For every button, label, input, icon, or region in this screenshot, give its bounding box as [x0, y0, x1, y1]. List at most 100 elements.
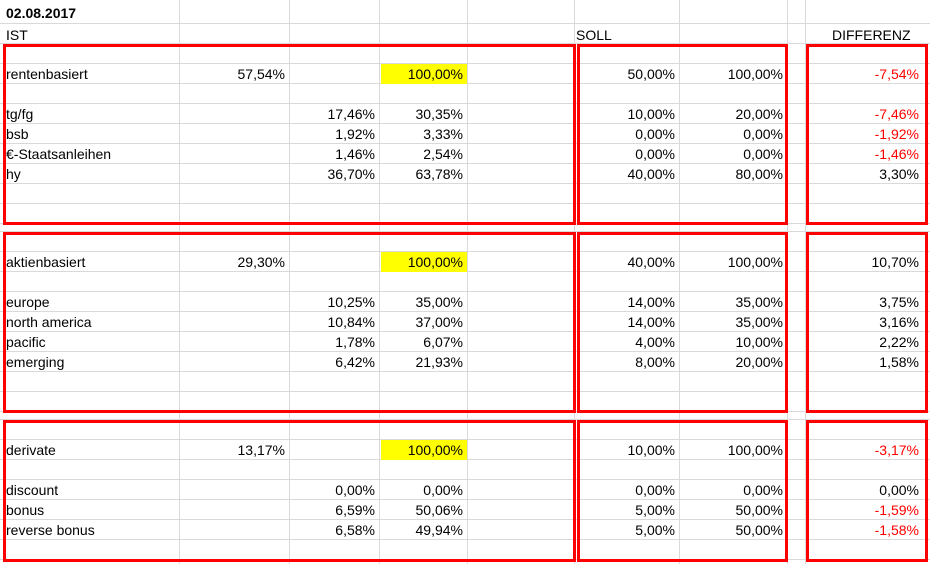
label-cell[interactable]: reverse bonus — [6, 522, 95, 538]
ist-value-cell[interactable]: 1,78% — [335, 334, 375, 350]
ist-value-cell[interactable]: 0,00% — [335, 482, 375, 498]
label-cell[interactable]: tg/fg — [6, 106, 34, 122]
ist-share-cell[interactable]: 6,07% — [423, 334, 463, 350]
diff-cell[interactable]: -1,59% — [874, 502, 919, 518]
gridline-horizontal — [0, 231, 930, 232]
header-row: IST SOLL DIFFERENZ — [0, 25, 930, 45]
ist-total-cell[interactable]: 57,54% — [237, 66, 285, 82]
header-ist[interactable]: IST — [6, 27, 28, 43]
soll-value-cell[interactable]: 8,00% — [635, 354, 675, 370]
diff-cell[interactable]: -1,58% — [874, 522, 919, 538]
ist-value-cell[interactable]: 6,42% — [335, 354, 375, 370]
diff-cell[interactable]: 3,75% — [879, 294, 919, 310]
diff-cell[interactable]: 2,22% — [879, 334, 919, 350]
soll-share-cell[interactable]: 20,00% — [735, 354, 783, 370]
ist-value-cell[interactable]: 17,46% — [327, 106, 375, 122]
ist-total-cell[interactable]: 29,30% — [237, 254, 285, 270]
row-hy: hy 36,70% 63,78% 40,00% 80,00% 3,30% — [0, 164, 930, 184]
soll-value-cell[interactable]: 4,00% — [635, 334, 675, 350]
soll-share-cell[interactable]: 35,00% — [735, 294, 783, 310]
ist-share-cell[interactable]: 21,93% — [415, 354, 463, 370]
date-cell[interactable]: 02.08.2017 — [6, 5, 77, 21]
label-cell[interactable]: hy — [6, 166, 21, 182]
label-cell[interactable]: pacific — [6, 334, 46, 350]
ist-share-cell[interactable]: 35,00% — [415, 294, 463, 310]
label-cell[interactable]: rentenbasiert — [6, 66, 88, 82]
ist-share-cell[interactable]: 63,78% — [415, 166, 463, 182]
row-tg-fg: tg/fg 17,46% 30,35% 10,00% 20,00% -7,46% — [0, 104, 930, 124]
soll-share-cell[interactable]: 0,00% — [743, 482, 783, 498]
label-cell[interactable]: emerging — [6, 354, 65, 370]
soll-value-cell[interactable]: 0,00% — [635, 482, 675, 498]
soll-share-cell[interactable]: 20,00% — [735, 106, 783, 122]
soll-value-cell[interactable]: 5,00% — [635, 522, 675, 538]
soll-share-cell[interactable]: 100,00% — [727, 254, 783, 270]
ist-share-cell[interactable]: 37,00% — [415, 314, 463, 330]
label-cell[interactable]: north america — [6, 314, 92, 330]
ist-share-cell[interactable]: 3,33% — [423, 126, 463, 142]
header-soll[interactable]: SOLL — [576, 27, 612, 43]
ist-share-cell[interactable]: 50,06% — [415, 502, 463, 518]
label-cell[interactable]: discount — [6, 482, 59, 498]
diff-cell[interactable]: 3,16% — [879, 314, 919, 330]
soll-share-cell[interactable]: 100,00% — [727, 66, 783, 82]
soll-share-cell[interactable]: 0,00% — [743, 126, 783, 142]
soll-share-cell[interactable]: 10,00% — [735, 334, 783, 350]
ist-total-cell[interactable]: 13,17% — [237, 442, 285, 458]
diff-cell[interactable]: -1,92% — [874, 126, 919, 142]
ist-share-cell-highlighted[interactable]: 100,00% — [381, 64, 467, 84]
diff-cell[interactable]: 10,70% — [871, 254, 919, 270]
ist-value-cell[interactable]: 1,92% — [335, 126, 375, 142]
ist-value-cell[interactable]: 10,25% — [327, 294, 375, 310]
soll-share-cell[interactable]: 35,00% — [735, 314, 783, 330]
label-cell[interactable]: €-Staatsanleihen — [6, 146, 112, 162]
soll-value-cell[interactable]: 10,00% — [627, 106, 675, 122]
ist-share-cell[interactable]: 30,35% — [415, 106, 463, 122]
header-differenz[interactable]: DIFFERENZ — [832, 27, 911, 43]
ist-value-cell[interactable]: 6,58% — [335, 522, 375, 538]
label-cell[interactable]: bsb — [6, 126, 29, 142]
soll-value-cell[interactable]: 5,00% — [635, 502, 675, 518]
soll-share-cell[interactable]: 100,00% — [727, 442, 783, 458]
soll-value-cell[interactable]: 40,00% — [627, 166, 675, 182]
soll-share-cell[interactable]: 50,00% — [735, 502, 783, 518]
diff-cell[interactable]: 3,30% — [879, 166, 919, 182]
ist-value-cell[interactable]: 10,84% — [327, 314, 375, 330]
soll-share-cell[interactable]: 0,00% — [743, 146, 783, 162]
label-cell[interactable]: aktienbasiert — [6, 254, 86, 270]
gridline-horizontal — [0, 23, 930, 24]
soll-value-cell[interactable]: 0,00% — [635, 146, 675, 162]
soll-share-cell[interactable]: 80,00% — [735, 166, 783, 182]
diff-cell[interactable]: -7,46% — [874, 106, 919, 122]
soll-total-cell[interactable]: 40,00% — [627, 254, 675, 270]
label-cell[interactable]: derivate — [6, 442, 56, 458]
diff-cell[interactable]: 0,00% — [879, 482, 919, 498]
label-cell[interactable]: europe — [6, 294, 50, 310]
diff-cell[interactable]: -1,46% — [874, 146, 919, 162]
ist-share-cell-highlighted[interactable]: 100,00% — [381, 440, 467, 460]
ist-share-cell[interactable]: 0,00% — [423, 482, 463, 498]
ist-value-cell[interactable]: 36,70% — [327, 166, 375, 182]
summary-row-derivate: derivate 13,17% 100,00% 10,00% 100,00% -… — [0, 440, 930, 460]
date-row: 02.08.2017 — [0, 3, 930, 23]
soll-value-cell[interactable]: 0,00% — [635, 126, 675, 142]
label-cell[interactable]: bonus — [6, 502, 45, 518]
summary-row-aktienbasiert: aktienbasiert 29,30% 100,00% 40,00% 100,… — [0, 252, 930, 272]
soll-share-cell[interactable]: 50,00% — [735, 522, 783, 538]
diff-cell[interactable]: -3,17% — [874, 442, 919, 458]
soll-value-cell[interactable]: 14,00% — [627, 294, 675, 310]
ist-value-cell[interactable]: 6,59% — [335, 502, 375, 518]
row-reverse-bonus: reverse bonus 6,58% 49,94% 5,00% 50,00% … — [0, 520, 930, 540]
gridline-horizontal — [0, 43, 930, 44]
ist-share-cell[interactable]: 49,94% — [415, 522, 463, 538]
ist-share-cell[interactable]: 2,54% — [423, 146, 463, 162]
soll-total-cell[interactable]: 10,00% — [627, 442, 675, 458]
soll-total-cell[interactable]: 50,00% — [627, 66, 675, 82]
row-emerging: emerging 6,42% 21,93% 8,00% 20,00% 1,58% — [0, 352, 930, 372]
ist-value-cell[interactable]: 1,46% — [335, 146, 375, 162]
ist-share-cell-highlighted[interactable]: 100,00% — [381, 252, 467, 272]
diff-cell[interactable]: -7,54% — [874, 66, 919, 82]
diff-cell[interactable]: 1,58% — [879, 354, 919, 370]
soll-value-cell[interactable]: 14,00% — [627, 314, 675, 330]
